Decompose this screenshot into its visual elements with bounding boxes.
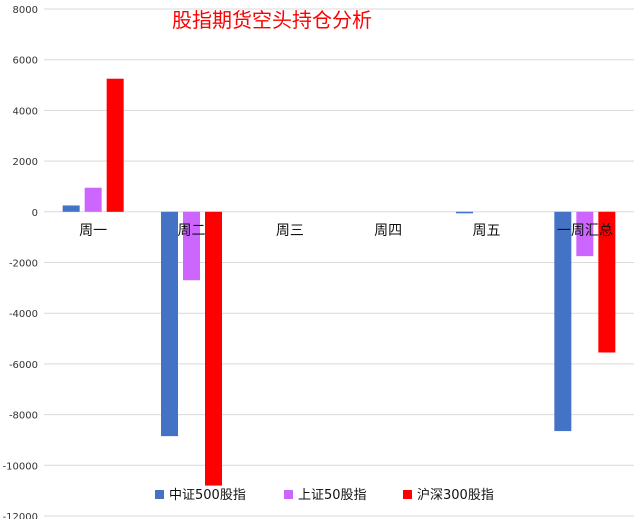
bar <box>554 211 572 432</box>
bar <box>62 205 80 212</box>
legend-label: 中证500股指 <box>169 488 246 503</box>
bars <box>62 78 616 486</box>
bar <box>576 211 594 257</box>
x-tick-label: 周一 <box>79 223 107 239</box>
y-axis-tick-labels: 8000 6000 4000 2000 0 -2000 -4000 -6000 -8000 -10… <box>3 5 38 523</box>
x-tick-label: 周三 <box>276 223 304 239</box>
legend-label: 沪深300股指 <box>417 487 494 503</box>
bar <box>106 78 124 212</box>
y-tick-label: -4000 <box>9 309 38 320</box>
chart-title: 股指期货空头持仓分析 <box>172 8 372 32</box>
gridlines <box>44 8 634 517</box>
bar <box>598 211 616 353</box>
bar <box>84 187 102 212</box>
bar <box>183 211 200 281</box>
legend-swatch <box>155 490 164 499</box>
x-axis-category-labels: 周一 周二 周三 周四 周五 一周汇总 <box>79 223 613 239</box>
x-tick-label: 周四 <box>374 223 402 239</box>
legend: 中证500股指 上证50股指 沪深300股指 <box>155 487 494 503</box>
bar <box>205 211 222 486</box>
legend-swatch <box>403 490 412 499</box>
y-tick-label: -12000 <box>3 512 38 519</box>
y-tick-label: -10000 <box>3 461 38 472</box>
bar <box>456 211 473 214</box>
y-tick-label: 6000 <box>13 56 38 67</box>
y-tick-label: 2000 <box>13 157 38 168</box>
y-tick-label: -6000 <box>9 360 38 371</box>
y-tick-label: -8000 <box>9 411 38 422</box>
x-tick-label: 周五 <box>473 223 501 239</box>
y-tick-label: 0 <box>32 208 38 219</box>
legend-swatch <box>284 490 293 499</box>
y-tick-label: 8000 <box>13 5 38 16</box>
y-tick-label: 4000 <box>13 106 38 117</box>
x-tick-label: 周二 <box>178 223 206 239</box>
x-tick-label: 一周汇总 <box>557 223 613 239</box>
y-tick-label: -2000 <box>9 259 38 270</box>
bar <box>161 211 178 437</box>
legend-label: 上证50股指 <box>298 488 367 503</box>
